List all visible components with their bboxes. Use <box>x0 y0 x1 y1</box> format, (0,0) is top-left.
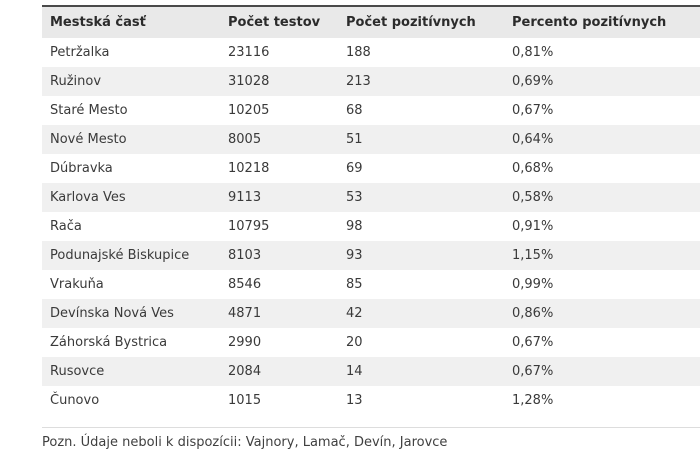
tests-cell: 31028 <box>228 74 270 89</box>
percent-cell: 0,99% <box>512 277 554 292</box>
column-header-district: Mestská časť <box>42 6 220 38</box>
tests-cell: 23116 <box>228 45 270 60</box>
positives-cell: 85 <box>346 277 363 292</box>
positives-cell: 68 <box>346 103 363 118</box>
table-row: Vrakuňa 8546 85 0,99% <box>42 270 700 299</box>
positives-cell: 42 <box>346 306 363 321</box>
district-cell: Devínska Nová Ves <box>50 306 174 321</box>
column-header-tests: Počet testov <box>220 6 338 38</box>
tests-cell: 8005 <box>228 132 262 147</box>
percent-cell: 0,67% <box>512 364 554 379</box>
tests-cell: 10795 <box>228 219 270 234</box>
district-cell: Podunajské Biskupice <box>50 248 190 263</box>
tests-cell: 1015 <box>228 393 262 408</box>
footnote: Pozn. Údaje neboli k dispozícii: Vajnory… <box>42 435 448 450</box>
percent-cell: 0,58% <box>512 190 554 205</box>
percent-cell: 0,67% <box>512 335 554 350</box>
table-row: Petržalka 23116 188 0,81% <box>42 38 700 67</box>
district-cell: Petržalka <box>50 45 110 60</box>
table-row: Staré Mesto 10205 68 0,67% <box>42 96 700 125</box>
tests-cell: 10205 <box>228 103 270 118</box>
table-header-row: Mestská časť Počet testov Počet pozitívn… <box>42 6 700 38</box>
tests-cell: 8546 <box>228 277 262 292</box>
column-header-percent-positive: Percento pozitívnych <box>504 6 700 38</box>
covid-table-container: Mestská časť Počet testov Počet pozitívn… <box>42 5 700 428</box>
table-row: Devínska Nová Ves 4871 42 0,86% <box>42 299 700 328</box>
positives-cell: 98 <box>346 219 363 234</box>
table-row: Čunovo 1015 13 1,28% <box>42 386 700 415</box>
percent-cell: 0,91% <box>512 219 554 234</box>
tests-cell: 2084 <box>228 364 262 379</box>
percent-cell: 0,64% <box>512 132 554 147</box>
positives-cell: 51 <box>346 132 363 147</box>
table-row: Ružinov 31028 213 0,69% <box>42 67 700 96</box>
positives-cell: 69 <box>346 161 363 176</box>
percent-cell: 0,68% <box>512 161 554 176</box>
tests-cell: 9113 <box>228 190 262 205</box>
percent-cell: 0,86% <box>512 306 554 321</box>
table-row: Nové Mesto 8005 51 0,64% <box>42 125 700 154</box>
percent-cell: 0,81% <box>512 45 554 60</box>
table-row: Rača 10795 98 0,91% <box>42 212 700 241</box>
table-row: Podunajské Biskupice 8103 93 1,15% <box>42 241 700 270</box>
district-cell: Ružinov <box>50 74 102 89</box>
covid-districts-table: Mestská časť Počet testov Počet pozitívn… <box>42 5 700 415</box>
district-cell: Rača <box>50 219 82 234</box>
district-cell: Karlova Ves <box>50 190 126 205</box>
table-row: Záhorská Bystrica 2990 20 0,67% <box>42 328 700 357</box>
tests-cell: 4871 <box>228 306 262 321</box>
table-row: Dúbravka 10218 69 0,68% <box>42 154 700 183</box>
percent-cell: 0,67% <box>512 103 554 118</box>
positives-cell: 93 <box>346 248 363 263</box>
tests-cell: 10218 <box>228 161 270 176</box>
district-cell: Vrakuňa <box>50 277 104 292</box>
positives-cell: 53 <box>346 190 363 205</box>
district-cell: Nové Mesto <box>50 132 127 147</box>
percent-cell: 1,28% <box>512 393 554 408</box>
positives-cell: 213 <box>346 74 371 89</box>
table-row: Karlova Ves 9113 53 0,58% <box>42 183 700 212</box>
district-cell: Rusovce <box>50 364 105 379</box>
percent-cell: 1,15% <box>512 248 554 263</box>
district-cell: Dúbravka <box>50 161 113 176</box>
positives-cell: 14 <box>346 364 363 379</box>
table-row: Rusovce 2084 14 0,67% <box>42 357 700 386</box>
positives-cell: 13 <box>346 393 363 408</box>
district-cell: Staré Mesto <box>50 103 128 118</box>
column-header-positives: Počet pozitívnych <box>338 6 504 38</box>
district-cell: Čunovo <box>50 393 100 408</box>
positives-cell: 188 <box>346 45 371 60</box>
tests-cell: 2990 <box>228 335 262 350</box>
table-body: Petržalka 23116 188 0,81% Ružinov 31028 213 0,6… <box>42 38 700 415</box>
district-cell: Záhorská Bystrica <box>50 335 168 350</box>
positives-cell: 20 <box>346 335 363 350</box>
tests-cell: 8103 <box>228 248 262 263</box>
percent-cell: 0,69% <box>512 74 554 89</box>
